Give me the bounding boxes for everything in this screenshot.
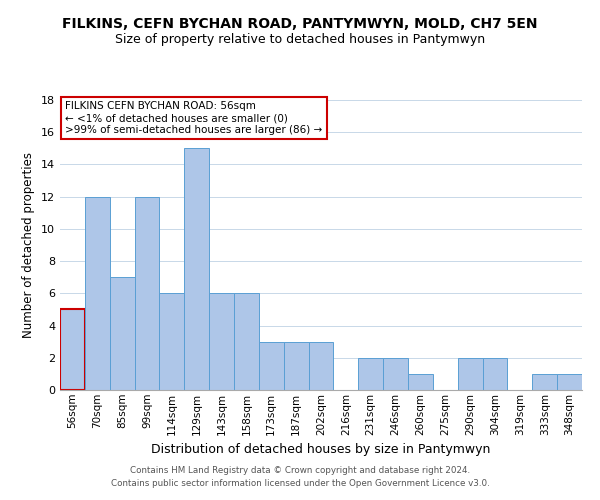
Text: Size of property relative to detached houses in Pantymwyn: Size of property relative to detached ho… [115, 32, 485, 46]
Bar [184, 148, 209, 390]
Bar [234, 294, 259, 390]
Text: Contains HM Land Registry data © Crown copyright and database right 2024.
Contai: Contains HM Land Registry data © Crown c… [110, 466, 490, 487]
Bar [308, 342, 334, 390]
Bar [557, 374, 582, 390]
Bar [110, 277, 134, 390]
Bar [134, 196, 160, 390]
Bar [383, 358, 408, 390]
Bar [60, 310, 85, 390]
Text: FILKINS, CEFN BYCHAN ROAD, PANTYMWYN, MOLD, CH7 5EN: FILKINS, CEFN BYCHAN ROAD, PANTYMWYN, MO… [62, 18, 538, 32]
Bar [482, 358, 508, 390]
X-axis label: Distribution of detached houses by size in Pantymwyn: Distribution of detached houses by size … [151, 443, 491, 456]
Text: FILKINS CEFN BYCHAN ROAD: 56sqm
← <1% of detached houses are smaller (0)
>99% of: FILKINS CEFN BYCHAN ROAD: 56sqm ← <1% of… [65, 102, 322, 134]
Bar [532, 374, 557, 390]
Bar [408, 374, 433, 390]
Bar [160, 294, 184, 390]
Bar [458, 358, 482, 390]
Bar [209, 294, 234, 390]
Bar [259, 342, 284, 390]
Bar [284, 342, 308, 390]
Bar [85, 196, 110, 390]
Bar [358, 358, 383, 390]
Y-axis label: Number of detached properties: Number of detached properties [22, 152, 35, 338]
